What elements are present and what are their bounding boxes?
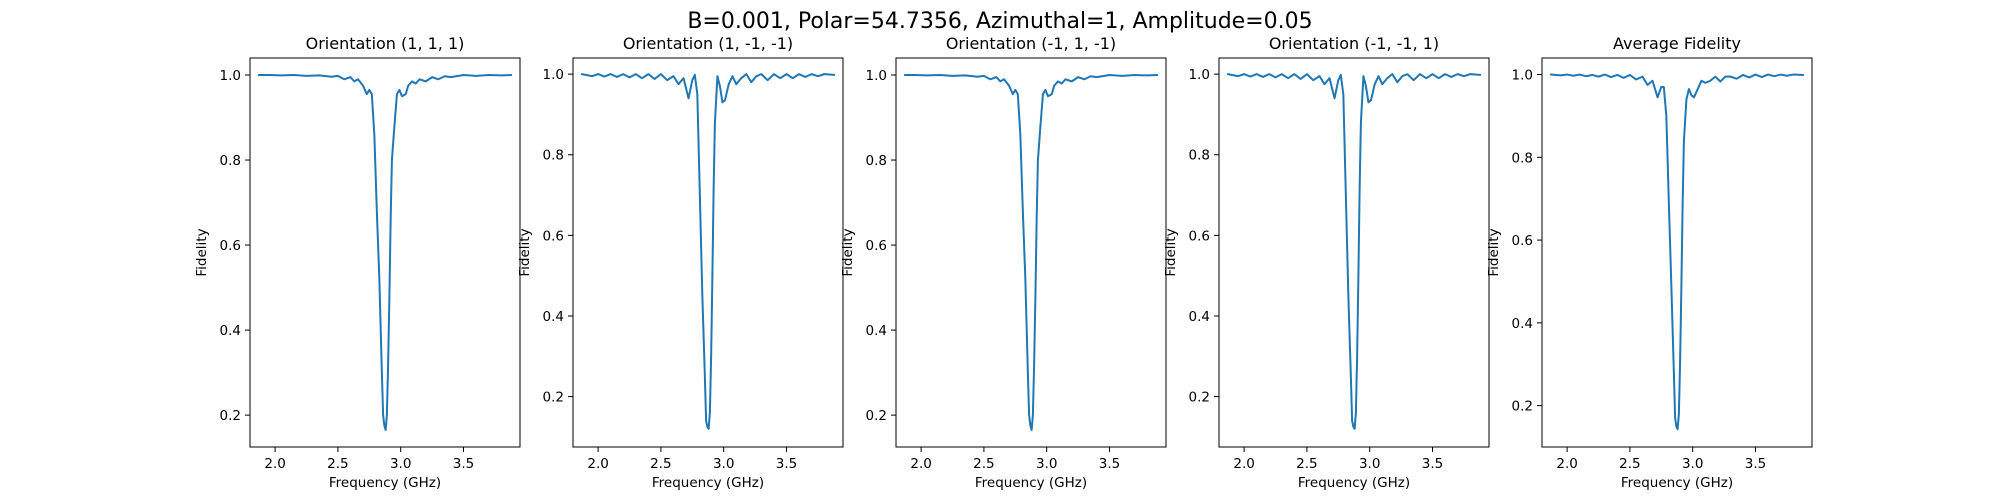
- x-axis-label: Frequency (GHz): [652, 475, 764, 491]
- y-tick-label: 0.8: [220, 153, 241, 169]
- x-tick-label: 2.5: [973, 456, 994, 472]
- x-tick-label: 2.0: [1556, 456, 1577, 472]
- y-axis-label: Fidelity: [517, 228, 533, 276]
- y-tick-label: 1.0: [1512, 68, 1533, 84]
- axes-frame: [249, 57, 521, 448]
- y-tick-label: 0.2: [1512, 399, 1533, 415]
- y-tick-label: 0.4: [866, 323, 887, 339]
- x-tick-label: 3.0: [1036, 456, 1057, 472]
- x-tick-label: 2.0: [1233, 456, 1254, 472]
- y-axis-label: Fidelity: [1163, 228, 1179, 276]
- y-axis-label: Fidelity: [1486, 228, 1502, 276]
- fidelity-line: [1226, 73, 1482, 430]
- subplot-title: Orientation (1, -1, -1): [623, 34, 793, 53]
- y-tick-label: 0.6: [543, 228, 564, 244]
- subplot-title: Orientation (1, 1, 1): [306, 34, 465, 53]
- subplot-4: Orientation (-1, -1, 1) 2.0 2.5 3.0 3.5 0.2 0.…: [1163, 34, 1490, 491]
- x-tick-label: 3.0: [1682, 456, 1703, 472]
- y-axis-label: Fidelity: [194, 228, 210, 276]
- x-tick-label: 2.5: [1619, 456, 1640, 472]
- fidelity-line: [1549, 73, 1805, 431]
- subplot-5: Average Fidelity 2.0 2.5 3.0 3.5 0.2 0.4 0.6 0.8…: [1486, 34, 1813, 491]
- y-tick-label: 0.2: [1189, 390, 1210, 406]
- x-tick-label: 2.0: [587, 456, 608, 472]
- y-tick-label: 0.6: [220, 238, 241, 254]
- y-tick-label: 1.0: [866, 68, 887, 84]
- x-tick-label: 2.5: [327, 456, 348, 472]
- x-tick-label: 3.5: [1422, 456, 1443, 472]
- y-tick-label: 0.8: [866, 153, 887, 169]
- y-tick-label: 0.2: [543, 390, 564, 406]
- y-tick-label: 0.6: [1512, 233, 1533, 249]
- y-tick-label: 0.8: [1512, 150, 1533, 166]
- subplot-2: Orientation (1, -1, -1) 2.0 2.5 3.0 3.5 0.2 0.…: [517, 34, 844, 491]
- x-tick-label: 3.5: [1099, 456, 1120, 472]
- x-tick-label: 2.0: [910, 456, 931, 472]
- x-tick-label: 3.0: [713, 456, 734, 472]
- x-tick-label: 2.0: [264, 456, 285, 472]
- x-tick-label: 2.5: [650, 456, 671, 472]
- x-axis-label: Frequency (GHz): [329, 475, 441, 491]
- y-tick-label: 1.0: [543, 67, 564, 83]
- y-tick-label: 0.4: [1189, 309, 1210, 325]
- x-tick-label: 2.5: [1296, 456, 1317, 472]
- x-axis-label: Frequency (GHz): [975, 475, 1087, 491]
- y-tick-label: 0.4: [220, 323, 241, 339]
- y-tick-label: 0.6: [1189, 228, 1210, 244]
- y-axis-label: Fidelity: [840, 228, 856, 276]
- subplots: Orientation (1, 1, 1) 2.0 2.5 3.0 3.5 0.2 0.4 0…: [194, 34, 1813, 491]
- x-tick-label: 3.5: [776, 456, 797, 472]
- x-tick-label: 3.0: [390, 456, 411, 472]
- y-tick-label: 0.8: [1189, 148, 1210, 164]
- x-axis-label: Frequency (GHz): [1621, 475, 1733, 491]
- y-tick-label: 0.8: [543, 148, 564, 164]
- y-tick-label: 0.2: [220, 408, 241, 424]
- y-tick-label: 0.4: [543, 309, 564, 325]
- subplot-1: Orientation (1, 1, 1) 2.0 2.5 3.0 3.5 0.2 0.4 0…: [194, 34, 521, 491]
- x-axis-label: Frequency (GHz): [1298, 475, 1410, 491]
- subplot-title: Average Fidelity: [1613, 34, 1741, 53]
- axes-frame: [572, 57, 844, 448]
- y-tick-label: 0.4: [1512, 316, 1533, 332]
- x-tick-label: 3.0: [1359, 456, 1380, 472]
- x-tick-label: 3.5: [453, 456, 474, 472]
- subplot-title: Orientation (-1, 1, -1): [946, 34, 1116, 53]
- axes-frame: [895, 57, 1167, 448]
- fidelity-line: [257, 74, 513, 431]
- y-tick-label: 0.2: [866, 408, 887, 424]
- axes-frame: [1218, 57, 1490, 448]
- fidelity-line: [580, 73, 836, 430]
- fidelity-line: [903, 74, 1159, 431]
- subplot-3: Orientation (-1, 1, -1) 2.0 2.5 3.0 3.5 0.2 0.…: [840, 34, 1167, 491]
- subplot-title: Orientation (-1, -1, 1): [1269, 34, 1439, 53]
- y-tick-label: 1.0: [1189, 67, 1210, 83]
- axes-frame: [1541, 57, 1813, 448]
- y-tick-label: 0.6: [866, 238, 887, 254]
- y-tick-label: 1.0: [220, 68, 241, 84]
- figure-suptitle: B=0.001, Polar=54.7356, Azimuthal=1, Amp…: [687, 9, 1312, 34]
- x-tick-label: 3.5: [1745, 456, 1766, 472]
